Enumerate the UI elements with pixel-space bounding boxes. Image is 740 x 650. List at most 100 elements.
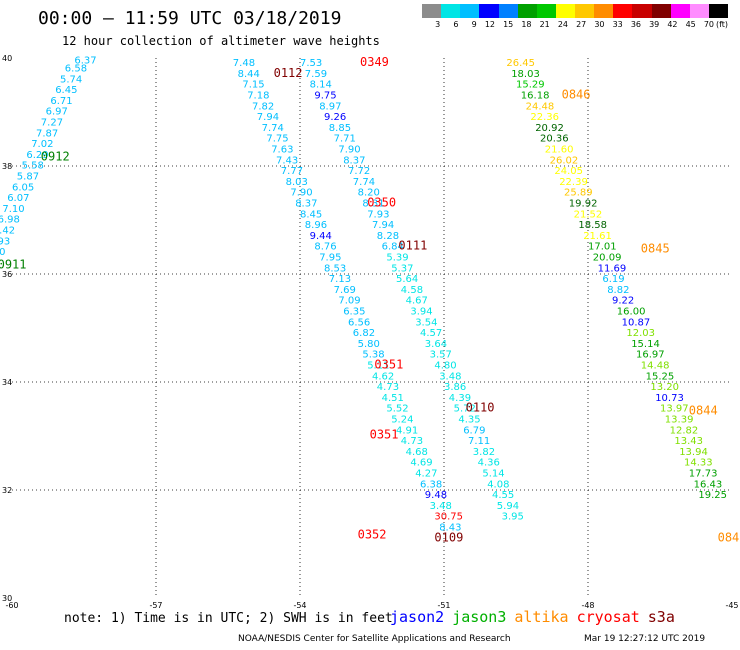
wave-height-label: 7.75 bbox=[266, 134, 288, 145]
wave-height-label: 6.58 bbox=[65, 64, 87, 75]
satellite-legend: jason2 jason3 altika cryosat s3a bbox=[390, 608, 683, 626]
wave-height-label: 9.75 bbox=[314, 91, 336, 102]
wave-height-label: 13.94 bbox=[679, 447, 708, 458]
wave-height-label: 7.27 bbox=[41, 118, 63, 129]
wave-height-label: 13.97 bbox=[660, 404, 689, 415]
wave-height-label: 6.79 bbox=[463, 425, 485, 436]
legend-jason2: jason2 bbox=[390, 608, 445, 626]
wave-height-label: 5.72 bbox=[454, 404, 476, 415]
wave-height-label: 17.01 bbox=[588, 242, 617, 253]
wave-height-label: 3.95 bbox=[502, 512, 524, 523]
wave-height-label: 8.96 bbox=[305, 220, 327, 231]
wave-height-label: 6.37 bbox=[74, 55, 96, 66]
wave-height-label: 13.20 bbox=[650, 382, 679, 393]
wave-height-label: 13.43 bbox=[674, 436, 703, 447]
wave-height-label: 4.67 bbox=[406, 296, 428, 307]
wave-height-label: 4.73 bbox=[401, 436, 423, 447]
scale-label: 36 bbox=[630, 20, 641, 29]
wave-height-label: 25.89 bbox=[564, 188, 593, 199]
wave-height-label: 11.69 bbox=[598, 263, 627, 274]
scale-label: 33 bbox=[612, 20, 623, 29]
wave-height-label: 4.08 bbox=[487, 479, 509, 490]
wave-height-label: 5.94 bbox=[497, 501, 519, 512]
scale-label: 6 bbox=[453, 20, 459, 29]
scale-swatch bbox=[613, 4, 633, 18]
wave-height-label: 3.48 bbox=[430, 501, 452, 512]
wave-height-label: 6.71 bbox=[0, 258, 1, 269]
wave-height-label: 5.80 bbox=[358, 339, 380, 350]
wave-height-label: 8.85 bbox=[329, 123, 351, 134]
pass-time-label: 0912 bbox=[41, 150, 70, 164]
scale-label: (ft) bbox=[716, 20, 729, 29]
scale-label: 15 bbox=[503, 20, 514, 29]
pass-time-label: 0911 bbox=[0, 258, 27, 272]
wave-height-label: 3.86 bbox=[444, 382, 466, 393]
page-title: 00:00 – 11:59 UTC 03/18/2019 bbox=[38, 8, 342, 29]
pass-time-label: 0350 bbox=[367, 196, 396, 210]
wave-height-label: 6.45 bbox=[55, 85, 77, 96]
wave-height-label: 5.58 bbox=[22, 161, 44, 172]
wave-height-label: 4.57 bbox=[420, 328, 442, 339]
wave-height-label: 24.05 bbox=[554, 166, 583, 177]
wave-height-label: 4.51 bbox=[382, 393, 404, 404]
pass-time-label: 0352 bbox=[358, 528, 387, 542]
wave-height-label: 4.73 bbox=[377, 382, 399, 393]
wave-height-label: 7.13 bbox=[329, 274, 351, 285]
wave-height-label: 5.37 bbox=[391, 263, 413, 274]
wave-height-label: 7.15 bbox=[242, 80, 264, 91]
wave-height-label: 4.35 bbox=[458, 415, 480, 426]
wave-height-label: 21.52 bbox=[574, 209, 603, 220]
wave-height-label: 24.48 bbox=[526, 101, 555, 112]
wave-height-label: 6.42 bbox=[0, 226, 15, 237]
legend-jason3: jason3 bbox=[452, 608, 507, 626]
scale-swatch bbox=[651, 4, 671, 18]
scale-swatch bbox=[422, 4, 442, 18]
page-subtitle: 12 hour collection of altimeter wave hei… bbox=[62, 34, 380, 48]
wave-height-label: 6.38 bbox=[420, 479, 442, 490]
x-tick-label: -48 bbox=[581, 601, 594, 610]
scale-label: 39 bbox=[649, 20, 660, 29]
wave-height-label: 4.91 bbox=[396, 425, 418, 436]
scale-label: 18 bbox=[521, 20, 532, 29]
y-tick-label: 34 bbox=[2, 378, 12, 387]
scale-swatch bbox=[594, 4, 614, 18]
wave-height-label: 18.58 bbox=[578, 220, 607, 231]
wave-height-label: 8.82 bbox=[607, 285, 629, 296]
wave-height-label: 7.48 bbox=[233, 58, 255, 69]
wave-height-label: 5.64 bbox=[396, 274, 418, 285]
wave-height-label: 12.03 bbox=[626, 328, 655, 339]
y-tick-label: 32 bbox=[2, 486, 12, 495]
wave-height-label: 7.90 bbox=[290, 188, 312, 199]
scale-swatch bbox=[632, 4, 652, 18]
wave-height-label: 7.72 bbox=[348, 166, 370, 177]
pass-time-label: 0112 bbox=[274, 66, 303, 80]
wave-height-label: 7.63 bbox=[271, 145, 293, 156]
wave-height-label: 22.36 bbox=[530, 112, 559, 123]
wave-height-label: 7.53 bbox=[300, 58, 322, 69]
wave-height-label: 7.74 bbox=[262, 123, 284, 134]
pass-time-label: 0351 bbox=[374, 358, 403, 372]
pass-time-label: 0110 bbox=[466, 401, 495, 415]
pass-time-label: 0111 bbox=[398, 239, 427, 253]
wave-height-label: 18.03 bbox=[511, 69, 540, 80]
wave-height-label: 7.93 bbox=[367, 209, 389, 220]
scale-label: 70 bbox=[703, 20, 714, 29]
wave-height-label: 21.61 bbox=[583, 231, 612, 242]
legend-s3a: s3a bbox=[647, 608, 675, 626]
wave-height-label: 7.59 bbox=[305, 69, 327, 80]
pass-time-labels: 0912 0911 0112 0349 0350 0111 0351 0110 0351 0352… bbox=[0, 55, 740, 544]
wave-height-label: 4.36 bbox=[478, 458, 500, 469]
scale-swatches bbox=[422, 4, 728, 18]
scale-swatch bbox=[555, 4, 575, 18]
wave-height-label: 8.20 bbox=[358, 188, 380, 199]
wave-height-label: 7.09 bbox=[338, 296, 360, 307]
wave-height-label: 8.97 bbox=[319, 101, 341, 112]
wave-height-label: 7.69 bbox=[334, 285, 356, 296]
wave-height-label: 3.64 bbox=[425, 339, 447, 350]
wave-height-label: 7.95 bbox=[319, 253, 341, 264]
wave-height-label: 14.33 bbox=[684, 458, 713, 469]
wave-height-label: 5.14 bbox=[482, 469, 504, 480]
scale-label: 45 bbox=[685, 20, 696, 29]
scale-label: 42 bbox=[667, 20, 678, 29]
wave-height-values: 6.376.585.746.456.716.977.277.877.026.29… bbox=[0, 55, 727, 533]
